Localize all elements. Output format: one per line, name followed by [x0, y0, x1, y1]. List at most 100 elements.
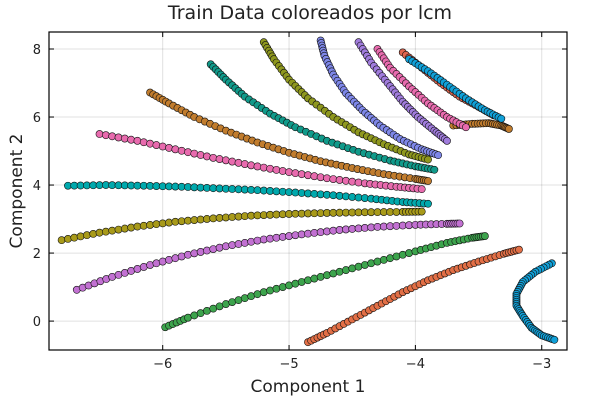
data-point [133, 136, 142, 145]
data-point [165, 144, 173, 152]
data-point [455, 219, 464, 228]
data-point [89, 230, 98, 238]
data-point [64, 234, 72, 243]
data-point [272, 165, 281, 174]
data-point [108, 132, 117, 141]
data-point [240, 160, 249, 168]
x-tick-label: −4 [406, 357, 425, 372]
data-point [158, 142, 167, 151]
series-7 [206, 60, 439, 174]
series-8 [259, 38, 432, 164]
x-axis-label: Component 1 [251, 377, 366, 397]
data-point [253, 162, 262, 171]
data-point [114, 225, 123, 234]
data-point [184, 250, 192, 259]
data-point [108, 226, 117, 235]
data-point [278, 167, 287, 175]
data-point [234, 240, 243, 248]
data-point [424, 177, 432, 185]
series-4 [64, 181, 432, 208]
data-point [228, 157, 237, 166]
series-0 [304, 245, 523, 347]
x-tick-label: −6 [153, 357, 172, 372]
data-point [253, 236, 262, 245]
data-point [95, 228, 104, 237]
data-point [203, 152, 211, 161]
data-point [114, 133, 123, 142]
x-axis-ticks: −6 −5 −4 −3 [153, 32, 551, 372]
data-points [57, 36, 559, 347]
data-point [209, 153, 218, 162]
data-point [291, 169, 300, 178]
plot-frame [48, 31, 568, 351]
y-tick-label: 4 [33, 179, 41, 194]
series-10 [354, 38, 451, 145]
data-point [101, 227, 110, 236]
data-point [247, 161, 256, 170]
data-point [515, 245, 523, 254]
data-point [152, 141, 161, 149]
data-point [297, 170, 306, 179]
data-point [57, 236, 66, 245]
series-3 [57, 207, 426, 245]
data-point [497, 114, 506, 123]
data-point [209, 245, 218, 254]
data-point [480, 232, 489, 240]
data-point [196, 248, 205, 256]
series-1 [161, 232, 489, 332]
data-point [240, 238, 249, 247]
data-point [424, 199, 432, 208]
data-point [424, 155, 432, 164]
data-point [184, 148, 192, 157]
x-tick-label: −5 [279, 357, 298, 372]
data-point [316, 173, 325, 182]
data-point [215, 155, 224, 163]
y-axis-label: Component 2 [7, 134, 27, 249]
x-tick-label: −3 [532, 357, 551, 372]
data-point [120, 134, 129, 143]
y-tick-label: 6 [33, 111, 41, 126]
data-point [120, 224, 129, 233]
data-point [196, 151, 205, 159]
data-point [70, 233, 79, 242]
y-axis-ticks: 0 2 4 6 8 [33, 43, 567, 330]
data-point [203, 246, 211, 255]
series-14 [405, 55, 506, 123]
series-13 [512, 259, 559, 344]
data-point [101, 131, 110, 140]
data-point [146, 139, 154, 148]
data-point [310, 172, 319, 181]
data-point [221, 242, 230, 251]
data-point [417, 207, 426, 216]
data-point [221, 156, 230, 165]
y-tick-label: 8 [33, 43, 41, 58]
data-point [304, 171, 312, 180]
data-point [83, 231, 91, 240]
data-point [76, 232, 85, 241]
data-point [171, 145, 180, 154]
data-point [177, 146, 186, 155]
data-point [228, 241, 237, 250]
data-point [430, 165, 439, 174]
data-point [95, 130, 104, 138]
data-point [504, 125, 513, 133]
data-point [127, 223, 136, 232]
data-point [139, 138, 148, 147]
data-point [259, 163, 268, 172]
data-point [417, 185, 426, 194]
series-9 [316, 36, 443, 160]
data-point [550, 335, 559, 344]
data-point [443, 136, 451, 145]
data-point [127, 135, 136, 144]
y-tick-label: 0 [33, 315, 41, 330]
data-point [190, 249, 199, 258]
data-point [434, 151, 443, 160]
data-point [247, 237, 256, 246]
series-5 [95, 130, 426, 194]
data-point [462, 123, 470, 132]
chart-title: Train Data coloreados por lcm [167, 2, 452, 24]
data-point [215, 243, 224, 252]
data-point [285, 168, 293, 177]
data-point [190, 149, 199, 158]
